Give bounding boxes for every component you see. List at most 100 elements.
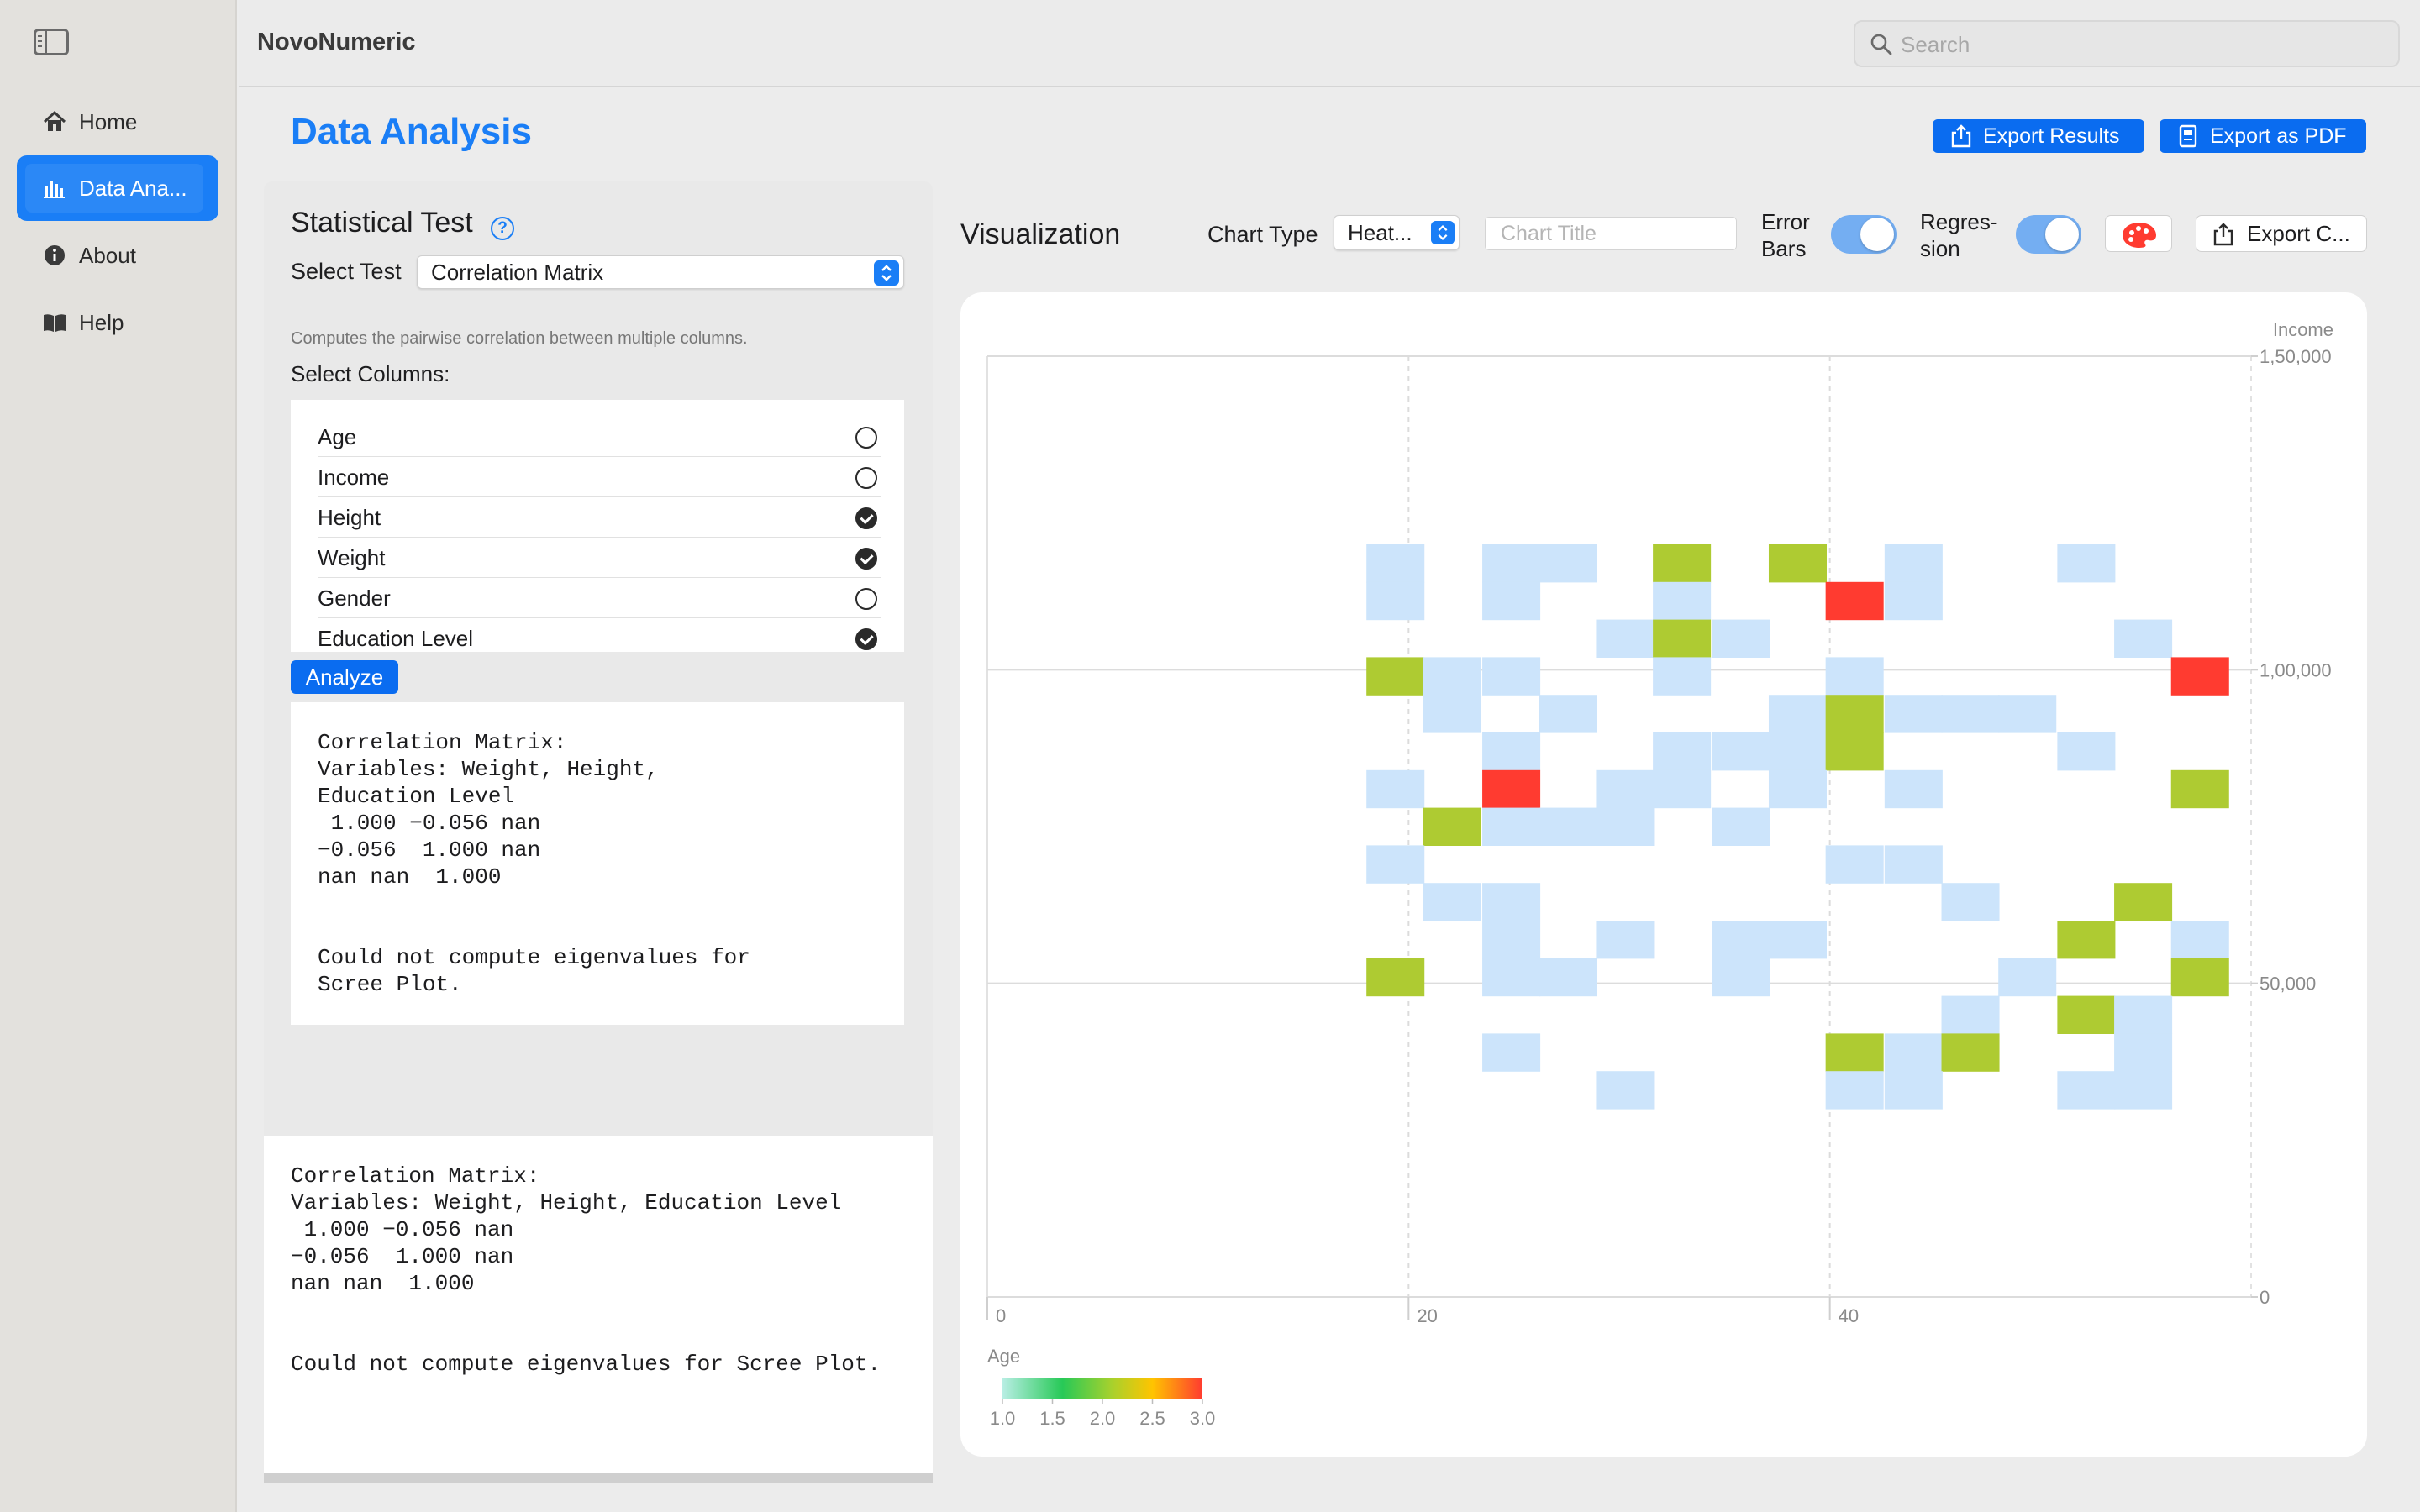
error-bars-label-line1: Error bbox=[1761, 209, 1810, 234]
heatmap-cell bbox=[1653, 544, 1712, 583]
heatmap-cell bbox=[1596, 807, 1655, 846]
export-results-label: Export Results bbox=[1983, 123, 2120, 148]
export-pdf-label: Export as PDF bbox=[2210, 123, 2347, 148]
y-tick-label: 50,000 bbox=[2260, 974, 2316, 995]
heatmap-cell bbox=[1366, 657, 1425, 696]
column-item-weight[interactable]: Weight bbox=[318, 538, 881, 578]
heatmap-cell bbox=[1941, 995, 2000, 1034]
heatmap-cell bbox=[1712, 958, 1770, 997]
heatmap-cell bbox=[1366, 958, 1425, 997]
help-icon[interactable]: ? bbox=[491, 217, 514, 240]
regression-label-line2: sion bbox=[1920, 236, 1960, 261]
heatmap-cell bbox=[1825, 657, 1884, 696]
palette-icon bbox=[2123, 223, 2156, 248]
column-item-education-level[interactable]: Education Level bbox=[318, 618, 881, 652]
heatmap-cell bbox=[1941, 1033, 2000, 1072]
heatmap-cell bbox=[1423, 807, 1481, 846]
export-results-button[interactable]: Export Results bbox=[1933, 119, 2144, 153]
heatmap-cell bbox=[1596, 619, 1655, 658]
sidebar-item-about[interactable]: About bbox=[17, 223, 218, 288]
heatmap-cell bbox=[1482, 769, 1541, 809]
radio-off-icon[interactable] bbox=[855, 427, 877, 449]
heatmap-cell bbox=[1366, 769, 1425, 809]
analyze-button[interactable]: Analyze bbox=[291, 660, 398, 694]
regression-label: Regres- sion bbox=[1920, 208, 1997, 262]
heatmap-cell bbox=[1712, 619, 1770, 658]
sidebar-item-help[interactable]: Help bbox=[17, 290, 218, 355]
test-select[interactable]: Correlation Matrix bbox=[417, 255, 904, 289]
heatmap-cell bbox=[1825, 581, 1884, 621]
error-bars-label: Error Bars bbox=[1761, 208, 1810, 262]
heatmap-cell bbox=[1423, 883, 1481, 921]
visualization-heading: Visualization bbox=[960, 218, 1121, 250]
chevron-updown-icon bbox=[874, 260, 899, 286]
sidebar: Home Data Ana... About Help bbox=[0, 0, 237, 1512]
heatmap-cell bbox=[1482, 807, 1541, 846]
heatmap-cell bbox=[1825, 1071, 1884, 1110]
horizontal-scrollbar[interactable] bbox=[264, 1473, 933, 1483]
heatmap-cell bbox=[2057, 995, 2116, 1034]
result-output: Correlation Matrix: Variables: Weight, H… bbox=[291, 702, 904, 1025]
y-tick-label: 0 bbox=[2260, 1287, 2270, 1308]
colorbar-tick-label: 2.0 bbox=[1090, 1408, 1116, 1429]
regression-toggle[interactable] bbox=[2016, 215, 2081, 254]
checkmark-circle-icon[interactable] bbox=[855, 548, 877, 570]
heatmap-cell bbox=[2170, 958, 2229, 997]
column-item-gender[interactable]: Gender bbox=[318, 578, 881, 618]
search-box[interactable] bbox=[1854, 20, 2400, 67]
heatmap-cell bbox=[2170, 921, 2229, 959]
sidebar-item-data-analysis[interactable]: Data Ana... bbox=[17, 155, 218, 221]
x-axis-title: Age bbox=[987, 1346, 1020, 1367]
info-icon bbox=[45, 245, 65, 265]
y-tick-label: 1,00,000 bbox=[2260, 659, 2332, 680]
heatmap-cell bbox=[1366, 581, 1425, 621]
heatmap-cell bbox=[2170, 769, 2229, 809]
summary-output: Correlation Matrix: Variables: Weight, H… bbox=[264, 1136, 933, 1475]
heatmap-cell bbox=[1653, 769, 1712, 809]
sidebar-toggle-icon[interactable] bbox=[34, 29, 69, 55]
color-palette-button[interactable] bbox=[2105, 215, 2172, 252]
cell-layer bbox=[1366, 544, 2229, 1110]
export-pdf-button[interactable]: Export as PDF bbox=[2160, 119, 2366, 153]
chart-type-select[interactable]: Heat... bbox=[1334, 215, 1460, 250]
radio-off-icon[interactable] bbox=[855, 588, 877, 610]
error-bars-label-line2: Bars bbox=[1761, 236, 1807, 261]
heatmap-cell bbox=[2057, 1071, 2116, 1110]
heatmap-cell bbox=[1539, 807, 1597, 846]
y-tick-label: 1,50,000 bbox=[2260, 346, 2332, 367]
column-item-height[interactable]: Height bbox=[318, 497, 881, 538]
test-select-value: Correlation Matrix bbox=[431, 260, 604, 285]
heatmap-cell bbox=[1482, 581, 1541, 621]
checkmark-circle-icon[interactable] bbox=[855, 507, 877, 529]
heatmap-cell bbox=[2114, 995, 2173, 1034]
heatmap-cell bbox=[1653, 732, 1712, 771]
sidebar-item-label: Data Ana... bbox=[79, 175, 187, 201]
heatmap-cell bbox=[1482, 958, 1541, 997]
share-icon bbox=[1951, 124, 1971, 148]
sidebar-item-home[interactable]: Home bbox=[17, 89, 218, 155]
heatmap-cell bbox=[1998, 958, 2057, 997]
column-item-age[interactable]: Age bbox=[318, 417, 881, 457]
heatmap-cell bbox=[1482, 732, 1541, 771]
sidebar-item-label: About bbox=[79, 242, 136, 268]
heatmap-cell bbox=[1884, 845, 1943, 884]
app-title: NovoNumeric bbox=[257, 29, 416, 55]
checkmark-circle-icon[interactable] bbox=[855, 628, 877, 650]
heatmap-cell bbox=[1941, 695, 2000, 733]
column-item-income[interactable]: Income bbox=[318, 457, 881, 497]
heatmap-cell bbox=[1539, 695, 1597, 733]
export-chart-button[interactable]: Export C... bbox=[2196, 215, 2367, 252]
x-tick-label: 0 bbox=[996, 1305, 1006, 1326]
heatmap-cell bbox=[2114, 1071, 2173, 1110]
chart-type-label: Chart Type bbox=[1207, 222, 1318, 247]
error-bars-toggle[interactable] bbox=[1831, 215, 1897, 254]
columns-list: Age Income Height Weight Gender Educatio… bbox=[291, 400, 904, 652]
chart-title-input[interactable] bbox=[1485, 217, 1737, 250]
heatmap-cell bbox=[1366, 544, 1425, 583]
heatmap-cell bbox=[2057, 921, 2116, 959]
heatmap-cell bbox=[1884, 1071, 1943, 1110]
heatmap-cell bbox=[1825, 845, 1884, 884]
search-input[interactable] bbox=[1901, 29, 2371, 60]
statistical-test-heading: Statistical Test bbox=[291, 207, 473, 239]
radio-off-icon[interactable] bbox=[855, 467, 877, 489]
